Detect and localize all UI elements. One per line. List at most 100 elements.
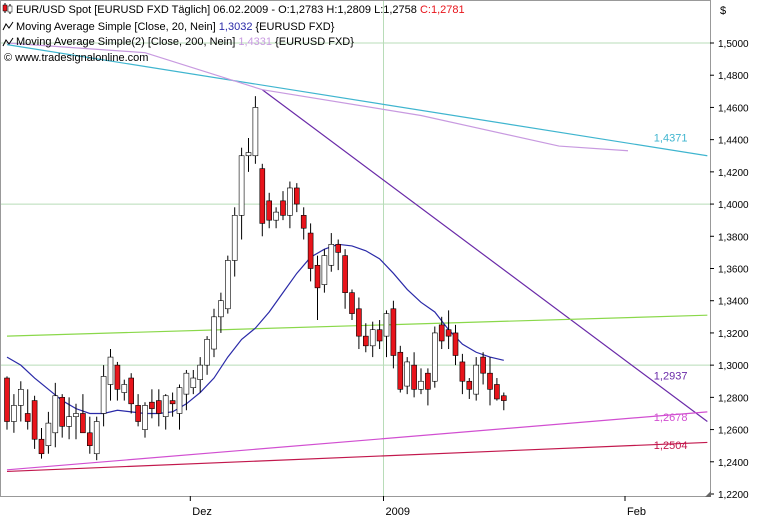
ma20-line: [6, 243, 504, 415]
ma200-legend-suffix: {EURUSD FXD}: [272, 36, 354, 48]
candle-body: [107, 356, 114, 385]
candle-58: [404, 357, 411, 395]
ma20-legend-text: Moving Average Simple [Close, 20, Nein]: [16, 21, 219, 33]
candle-body: [293, 187, 300, 205]
candle-body: [480, 356, 486, 374]
candle-body: [169, 400, 176, 405]
candle-7: [52, 382, 59, 448]
candle-69: [480, 352, 486, 385]
candle-29: [204, 336, 210, 375]
candle-body: [452, 332, 459, 356]
candle-39: [273, 207, 279, 229]
candle-body: [183, 372, 190, 395]
candle-body: [494, 384, 500, 400]
candle-body: [197, 364, 203, 380]
candle-45: [314, 255, 321, 321]
candle-body: [45, 422, 52, 446]
candle-14: [100, 365, 107, 427]
candle-3: [24, 389, 31, 430]
price-annotation-0: 1,4371: [654, 132, 688, 144]
candle-43: [300, 207, 307, 240]
candle-body: [38, 438, 45, 455]
candle-legend-icon: [2, 3, 13, 14]
candle-26: [183, 369, 190, 411]
candle-body: [487, 372, 493, 390]
candle-72: [500, 392, 507, 411]
candle-2: [17, 381, 24, 422]
candle-5: [38, 427, 45, 459]
candle-51: [356, 297, 362, 350]
ma20-legend-value: 1,3032: [219, 21, 253, 33]
ma200-legend-text: Moving Average Simple(2) [Close, 200, Ne…: [16, 36, 238, 48]
candle-body: [266, 200, 273, 221]
instrument-info-text: EUR/USD Spot [EURUSD FXD Täglich] 06.02.…: [16, 4, 420, 16]
candle-body: [362, 335, 369, 347]
candle-56: [390, 300, 397, 369]
candle-body: [252, 107, 259, 157]
x-tick-label: 2009: [386, 506, 410, 518]
candle-body: [135, 405, 141, 422]
candle-body: [335, 244, 342, 253]
candle-35: [245, 138, 252, 172]
candle-68: [473, 357, 480, 401]
purple-downtrend-line: [261, 89, 708, 422]
candle-15: [107, 349, 114, 401]
x-tick-label: Dez: [192, 506, 212, 518]
candle-65: [452, 324, 459, 366]
candle-body: [4, 377, 10, 422]
candle-body: [204, 339, 210, 366]
y-tick-label: 1,4400: [718, 136, 749, 147]
candle-body: [24, 413, 31, 422]
price-annotation-1: 1,2937: [654, 370, 688, 382]
y-tick-label: 1,5000: [718, 39, 749, 50]
candle-body: [411, 364, 417, 390]
candle-13: [93, 416, 100, 461]
candle-body: [431, 332, 438, 382]
candle-body: [190, 377, 197, 388]
y-tick-label: 1,4800: [718, 71, 749, 82]
candle-body: [142, 405, 148, 430]
ma20-legend-icon: [2, 21, 14, 31]
ma200-line: [6, 42, 629, 152]
candle-32: [225, 255, 231, 314]
candle-body: [307, 232, 314, 269]
candle-body: [80, 413, 86, 434]
candle-body: [349, 292, 355, 314]
candle-body: [87, 432, 93, 446]
plot-frame: [0, 0, 711, 497]
ma200-legend: Moving Average Simple(2) [Close, 200, Ne…: [16, 36, 354, 48]
candle-44: [307, 223, 314, 282]
candle-52: [362, 323, 369, 353]
candle-41: [287, 181, 293, 229]
candle-body: [342, 255, 348, 293]
candle-54: [376, 320, 383, 350]
candle-38: [266, 192, 273, 229]
candle-body: [93, 421, 100, 455]
candle-37: [259, 163, 266, 237]
candle-body: [52, 395, 59, 434]
candle-body: [66, 416, 72, 427]
candle-body: [369, 329, 376, 347]
candle-22: [156, 389, 162, 427]
candle-27: [190, 369, 197, 395]
candle-33: [231, 207, 238, 277]
candle-20: [142, 402, 148, 438]
candle-body: [383, 313, 390, 337]
candle-28: [197, 357, 203, 393]
candle-body: [162, 395, 169, 417]
close-value: C:1,2781: [420, 4, 465, 16]
resize-grip-icon[interactable]: [705, 491, 711, 497]
candle-18: [128, 373, 134, 414]
candle-body: [114, 364, 121, 390]
candle-67: [466, 378, 473, 399]
candle-21: [149, 389, 155, 419]
candle-body: [300, 215, 307, 229]
candle-body: [500, 395, 507, 401]
candle-body: [466, 380, 473, 390]
candle-31: [218, 292, 224, 333]
candles: [4, 96, 507, 461]
candle-body: [17, 389, 24, 406]
candle-70: [487, 357, 493, 406]
candle-body: [100, 376, 107, 414]
watermark: © www.tradesignalonline.com: [4, 52, 148, 64]
